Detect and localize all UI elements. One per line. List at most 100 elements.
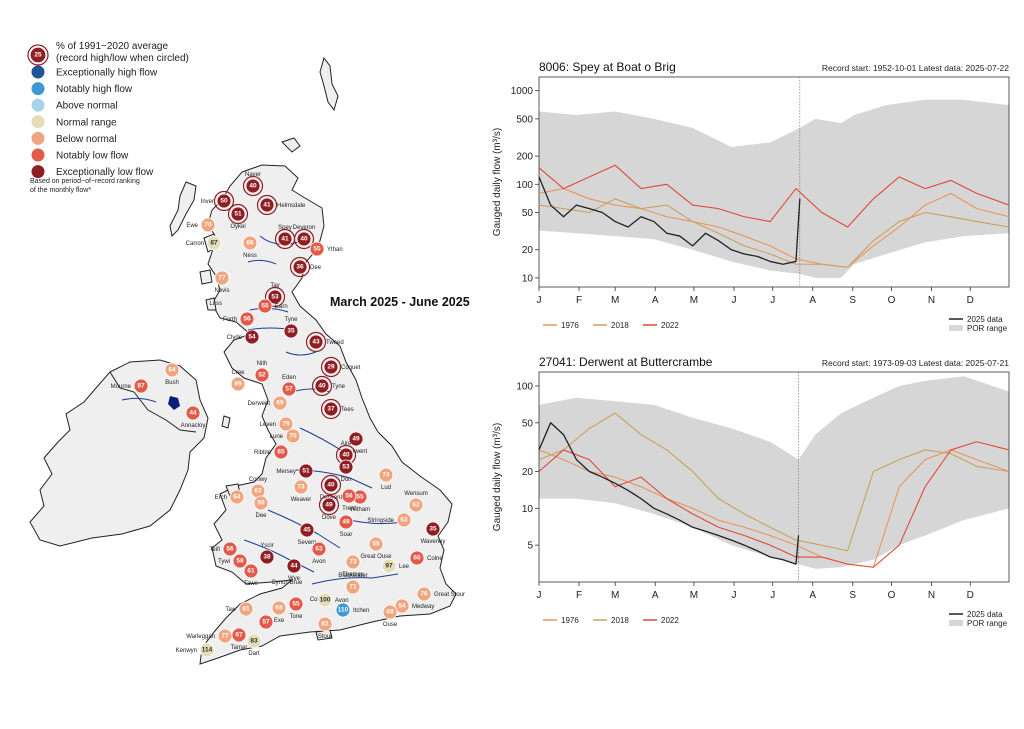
station-label: Mersey	[276, 469, 296, 475]
station-badge	[321, 497, 337, 513]
series-line-2022	[538, 164, 1010, 228]
station-badge	[281, 381, 297, 397]
x-tick-label: D	[967, 590, 974, 601]
record-ring	[320, 474, 342, 496]
station-label: Cree	[231, 370, 245, 376]
y-axis-title: Gauged daily flow (m³/s)	[492, 423, 503, 531]
station-value: 59	[257, 500, 265, 507]
x-tick-label: J	[731, 590, 736, 601]
station-badge	[299, 522, 315, 538]
station-value: 69	[276, 400, 284, 407]
legend-label-normal: Normal range	[56, 117, 117, 128]
station-value: 51	[302, 468, 310, 475]
chart-record-info: Record start: 1952-10-01 Latest data: 20…	[822, 63, 1009, 73]
legend-swatch-notably_high	[31, 82, 45, 96]
y-tick-label: 20	[522, 245, 534, 256]
station-derwent: 69 Derwent	[248, 395, 288, 411]
station-value: 64	[168, 367, 176, 374]
station-badge	[396, 512, 412, 528]
station-badge	[338, 459, 354, 475]
station-ouse: 68 Ouse	[382, 604, 398, 628]
station-badge	[283, 323, 299, 339]
y-tick-label: 10	[522, 504, 534, 515]
legend-label-notably_high: Notably high flow	[56, 84, 133, 95]
station-colne: 60 Colne	[409, 550, 443, 566]
x-tick-label: J	[731, 295, 736, 306]
series-line-2025	[538, 176, 801, 265]
station-value: 51	[234, 211, 242, 218]
station-lune: 70 Lune	[270, 428, 301, 444]
legend-swatch-por	[949, 325, 963, 331]
station-label: Great Ouse	[360, 554, 392, 560]
station-helmsdale: 41 Helmsdale	[256, 194, 306, 216]
station-dove: 49 Dove	[318, 494, 340, 521]
station-label: Deveron	[293, 225, 316, 231]
station-badge	[133, 378, 149, 394]
record-ring	[264, 286, 286, 308]
station-dart: 83 Dart	[246, 633, 262, 657]
station-badge	[285, 428, 301, 444]
station-trent: 56 Trent	[341, 488, 357, 512]
station-value: 35	[287, 328, 295, 335]
station-value: 81	[242, 606, 250, 613]
station-exe: 68 Exe	[271, 600, 287, 624]
station-badge	[238, 601, 254, 617]
station-value: 82	[321, 621, 329, 628]
station-value: 61	[247, 568, 255, 575]
legend-label-2025: 2025 data	[967, 315, 1003, 324]
lough-neagh	[168, 396, 180, 410]
station-label: Dove	[322, 515, 337, 521]
y-tick-label: 1000	[511, 86, 534, 97]
x-tick-label: N	[928, 590, 935, 601]
station-label: Tone	[289, 614, 303, 620]
station-badge	[244, 329, 260, 345]
station-badge	[345, 554, 361, 570]
station-badge	[254, 367, 270, 383]
record-ring	[305, 331, 327, 353]
record-ring	[289, 256, 311, 278]
station-label: Yscir	[260, 543, 273, 549]
station-value: 44	[290, 563, 298, 570]
station-value: 37	[327, 406, 335, 413]
station-value: 66	[246, 240, 254, 247]
station-avon: 100 Avon	[317, 592, 349, 608]
y-tick-label: 100	[516, 381, 533, 392]
series-line-2018	[538, 412, 1010, 552]
station-value: 77	[218, 275, 226, 282]
x-tick-label: A	[809, 590, 816, 601]
station-badge	[317, 616, 333, 632]
station-ythan: 55 Ythan	[309, 241, 343, 257]
station-value: 44	[189, 410, 197, 417]
chart-spey: 8006: Spey at Boat o Brig Record start: 1…	[484, 55, 1024, 355]
station-taw: 81 Taw	[225, 601, 254, 617]
station-value: 69	[234, 381, 242, 388]
record-ring	[227, 203, 249, 225]
station-label: Luss	[209, 301, 222, 307]
shetland	[319, 56, 339, 112]
station-value: 45	[303, 527, 311, 534]
station-label: Ribble	[254, 450, 272, 456]
station-label: Ouse	[383, 622, 398, 628]
station-label: Stringside	[367, 518, 394, 524]
series-line-2025	[538, 422, 800, 565]
station-erch: 64 Erch	[215, 489, 245, 505]
station-cree: 69 Cree	[230, 370, 246, 392]
station-badge	[288, 596, 304, 612]
legend-label-2025: 2025 data	[967, 610, 1003, 619]
legend-swatch-por	[949, 620, 963, 626]
x-tick-label: M	[690, 590, 698, 601]
station-value: 67	[235, 632, 243, 639]
station-deveron: 40 Deveron	[293, 225, 316, 250]
station-value: 74	[382, 472, 390, 479]
station-wensum: 62 Wensum	[404, 491, 428, 513]
plot-frame	[538, 371, 1010, 583]
station-badge	[214, 270, 230, 286]
station-value: 70	[289, 433, 297, 440]
station-badge	[323, 401, 339, 417]
y-tick-label: 100	[516, 180, 533, 191]
station-teifi: 56 Teifi	[209, 541, 238, 557]
station-badge	[259, 197, 275, 213]
station-itchen: 110 Itchen	[335, 602, 369, 618]
station-label: Colne	[427, 556, 443, 562]
record-ring	[320, 356, 342, 378]
